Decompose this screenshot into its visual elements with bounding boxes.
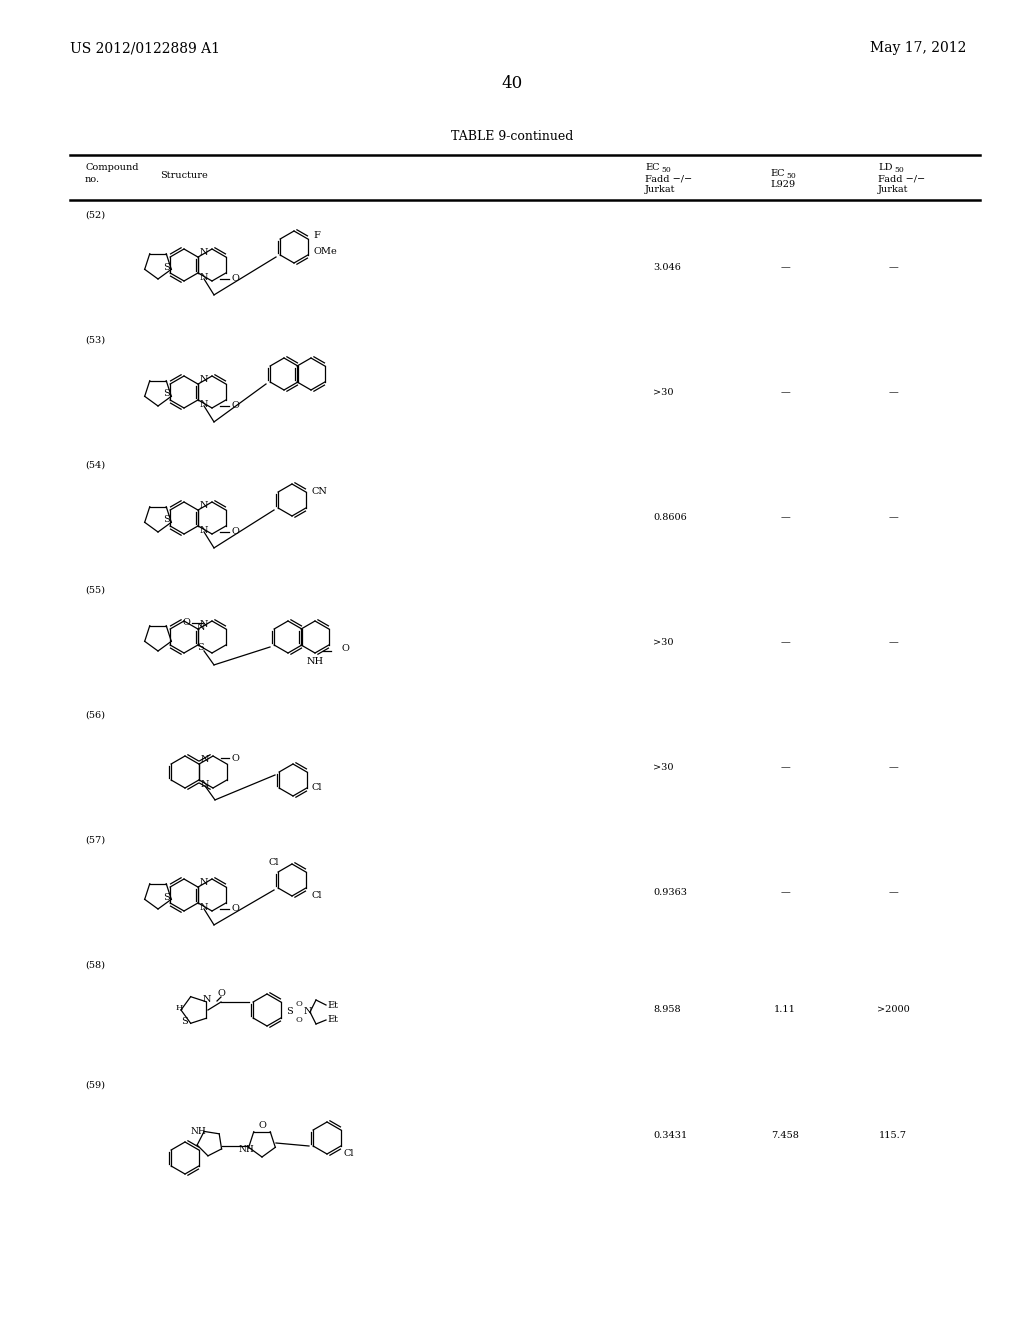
Text: Et: Et [327,1001,338,1010]
Text: —: — [780,888,790,898]
Text: N: N [201,780,209,789]
Text: S: S [198,643,205,652]
Text: N: N [200,527,208,536]
Text: F: F [313,231,319,240]
Text: >30: >30 [653,763,674,772]
Text: O: O [296,1016,303,1024]
Text: —: — [888,763,898,772]
Text: S: S [286,1007,293,1016]
Text: TABLE 9-continued: TABLE 9-continued [451,129,573,143]
Text: O: O [231,401,239,411]
Text: —: — [780,513,790,521]
Text: N: N [200,375,208,384]
Text: 50: 50 [894,166,904,174]
Text: —: — [780,263,790,272]
Text: Jurkat: Jurkat [645,185,676,194]
Text: Cl: Cl [312,784,323,792]
Text: O: O [182,618,190,627]
Text: 115.7: 115.7 [879,1130,907,1139]
Text: N: N [200,248,208,256]
Text: OMe: OMe [313,247,337,256]
Text: 40: 40 [502,75,522,92]
Text: no.: no. [85,176,100,183]
Text: (53): (53) [85,337,105,345]
Text: EC: EC [645,162,659,172]
Text: N: N [200,878,208,887]
Text: (57): (57) [85,836,105,845]
Text: 0.3431: 0.3431 [653,1130,687,1139]
Text: 7.458: 7.458 [771,1130,799,1139]
Text: —: — [780,763,790,772]
Text: NH: NH [239,1144,254,1154]
Text: 1.11: 1.11 [774,1006,796,1015]
Text: (54): (54) [85,461,105,470]
Text: Et: Et [327,1015,338,1024]
Text: —: — [888,513,898,521]
Text: O: O [231,904,239,913]
Text: S: S [164,516,170,524]
Text: N: N [200,400,208,409]
Text: 50: 50 [662,166,671,174]
Text: —: — [780,388,790,397]
Text: (59): (59) [85,1081,105,1090]
Text: S: S [164,389,170,399]
Text: —: — [888,888,898,898]
Text: NH: NH [306,656,324,665]
Text: >30: >30 [653,388,674,397]
Text: 0.8606: 0.8606 [653,513,687,521]
Text: —: — [888,638,898,647]
Text: —: — [780,638,790,647]
Text: Structure: Structure [160,172,208,180]
Text: H: H [175,1005,182,1012]
Text: LD: LD [878,162,893,172]
Text: O: O [341,644,349,653]
Text: >2000: >2000 [877,1006,909,1015]
Text: >30: >30 [653,638,674,647]
Text: O: O [258,1122,266,1130]
Text: 0.9363: 0.9363 [653,888,687,898]
Text: (52): (52) [85,211,105,220]
Text: N: N [201,755,209,763]
Text: Jurkat: Jurkat [878,185,908,194]
Text: EC: EC [770,169,784,178]
Text: O: O [296,1001,303,1008]
Text: O: O [231,275,239,284]
Text: O: O [231,528,239,536]
Text: CN: CN [311,487,327,496]
Text: Fadd −/−: Fadd −/− [645,174,692,183]
Text: N: N [203,995,211,1005]
Text: US 2012/0122889 A1: US 2012/0122889 A1 [70,41,220,55]
Text: Compound: Compound [85,162,138,172]
Text: 3.046: 3.046 [653,263,681,272]
Text: —: — [888,263,898,272]
Text: (56): (56) [85,711,105,719]
Text: Cl: Cl [343,1150,353,1159]
Text: N: N [200,903,208,912]
Text: O: O [231,754,239,763]
Text: —: — [888,388,898,397]
Text: O: O [217,990,225,998]
Text: 50: 50 [786,172,796,180]
Text: (55): (55) [85,586,105,595]
Text: Cl: Cl [268,858,280,867]
Text: N: N [200,273,208,282]
Text: N: N [200,619,208,628]
Text: L929: L929 [770,180,795,189]
Text: S: S [181,1016,188,1026]
Text: N: N [304,1007,312,1016]
Text: NH: NH [190,1126,206,1135]
Text: May 17, 2012: May 17, 2012 [870,41,967,55]
Text: 8.958: 8.958 [653,1006,681,1015]
Text: Fadd −/−: Fadd −/− [878,174,925,183]
Text: N: N [197,623,205,631]
Text: (58): (58) [85,961,105,970]
Text: N: N [200,500,208,510]
Text: S: S [164,892,170,902]
Text: Cl: Cl [312,891,323,900]
Text: S: S [164,263,170,272]
